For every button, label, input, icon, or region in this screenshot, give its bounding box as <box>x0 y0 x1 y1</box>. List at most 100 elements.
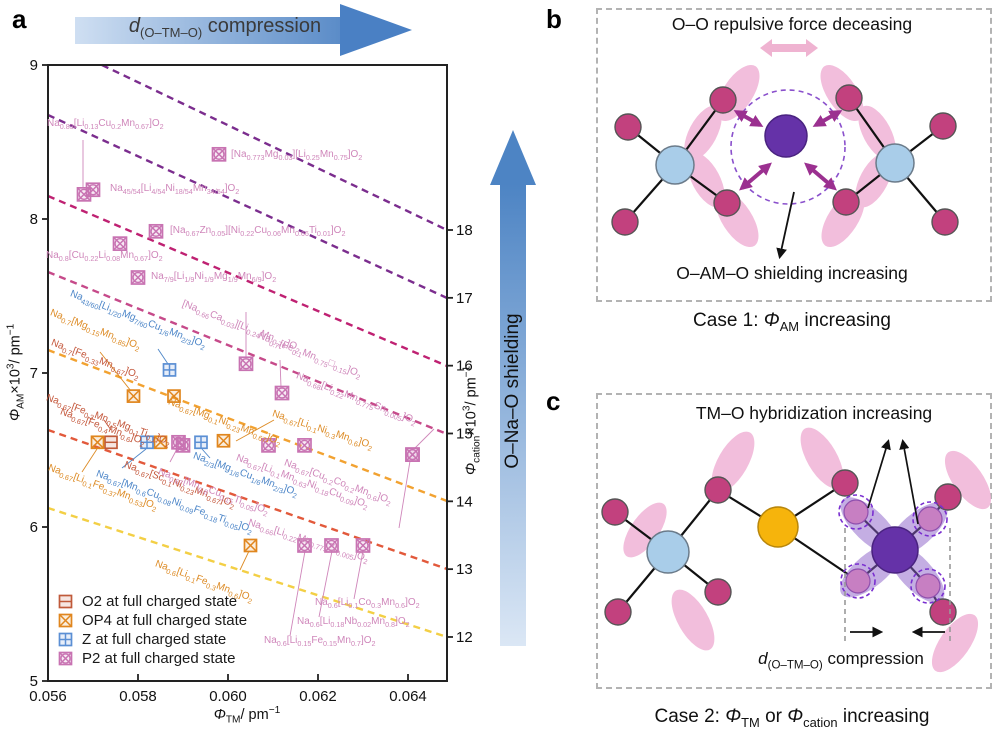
marker-P2 <box>405 447 420 462</box>
hybridized-oxygen-atoms <box>838 494 948 604</box>
panel-b-caption: Case 1: ΦAM increasing <box>693 310 891 334</box>
shielding-dashed-circle <box>730 89 846 205</box>
legend-label: OP4 at full charged state <box>82 612 248 629</box>
marker-P2 <box>324 538 339 553</box>
marker-P2 <box>85 182 101 198</box>
marker-P2 <box>297 538 312 553</box>
tick-label: 0.060 <box>209 688 247 705</box>
marker-P2 <box>76 187 92 202</box>
tick-label: 17 <box>456 290 473 307</box>
panel-c-diagram <box>601 427 992 673</box>
marker-OP4 <box>167 389 181 403</box>
marker-Z <box>194 435 208 450</box>
marker-Z <box>58 632 73 647</box>
legend: O2 at full charged state OP4 at full char… <box>58 592 247 668</box>
leader-line <box>279 359 282 388</box>
leader-line <box>103 419 112 431</box>
compound-label: Na0.66[Li0.22Mn0.775Zr0.005]O2 <box>246 517 369 567</box>
legend-marker-icon <box>58 651 73 666</box>
leader-line <box>157 348 169 365</box>
leader-line <box>235 419 275 442</box>
tick-label: 8 <box>30 211 38 228</box>
leader-line <box>398 460 411 529</box>
am-atom <box>757 506 799 548</box>
panel-b-letter: b <box>546 4 562 34</box>
compound-label: Na0.67[Li0.1Ni0.3Mn0.6]O2 <box>270 408 374 454</box>
tick-label: 15 <box>456 425 473 442</box>
legend-item: Z at full charged state <box>58 630 247 649</box>
tm-atom <box>646 530 690 574</box>
marker-Z <box>140 435 154 450</box>
leader-line <box>289 550 306 637</box>
compression-arrow-icon <box>75 4 412 56</box>
legend-item: OP4 at full charged state <box>58 611 247 630</box>
scatter-plot: 0.056 0.058 0.060 0.062 0.064 9 8 7 6 5 18 17 16 15 14… <box>29 57 473 705</box>
plot-annotations: Na0.83[Li0.13Cu0.2Mn0.67]O2 [Na0.773Mg0.0… <box>45 118 420 648</box>
marker-P2 <box>355 538 371 553</box>
tick-label: 6 <box>30 519 38 536</box>
tm-hybridized-atom <box>871 526 919 574</box>
panel-c-caption: Case 2: ΦTM or Φcation increasing <box>654 706 930 730</box>
legend-item: O2 at full charged state <box>58 592 247 611</box>
tick-label: 16 <box>456 358 473 375</box>
compound-label: Na0.6[Li0.15Fe0.15Mn0.7]O2 <box>264 635 376 648</box>
marker-P2 <box>175 438 191 453</box>
top-arrow-label: d(O–TM–O) compression <box>128 15 322 40</box>
tick-label: 12 <box>456 629 473 646</box>
tick-label: 0.058 <box>119 688 157 705</box>
panel-c-compression-label: d(O–TM–O) compression <box>758 649 924 672</box>
legend-marker-icon <box>58 613 73 628</box>
compound-label: Na0.6[Li0.1Co0.3Mn0.6]O2 <box>315 597 420 610</box>
marker-OP4 <box>126 389 141 403</box>
trend-line <box>47 506 448 639</box>
legend-marker-icon <box>58 632 73 647</box>
am-atom <box>764 114 808 158</box>
marker-P2 <box>261 438 276 453</box>
trend-line <box>47 113 448 300</box>
leader-line <box>121 448 147 469</box>
panel-c-box <box>596 393 992 689</box>
shielding-arrows <box>733 110 843 191</box>
leader-line <box>413 428 435 450</box>
compound-label: Na0.6[Li0.18Nb0.02Mn0.8]O2 <box>297 616 410 629</box>
panel-b-title: O–O repulsive force deceasing <box>671 14 913 34</box>
legend-marker-icon <box>58 594 73 609</box>
tick-label: 9 <box>30 57 38 74</box>
tick-label: 0.064 <box>389 688 427 705</box>
leader-line <box>239 550 250 571</box>
tick-label: 0.056 <box>29 688 67 705</box>
shielding-arrow-icon <box>490 130 536 646</box>
y-axis-left-label: ΦAM×103/ pm−1 <box>5 323 27 422</box>
pointer-arrow <box>776 191 795 260</box>
marker-O2 <box>104 435 118 450</box>
marker-OP4 <box>90 435 105 450</box>
leader-line <box>353 550 364 600</box>
marker-P2 <box>297 438 312 453</box>
oxygen-atoms <box>611 84 959 236</box>
legend-label: Z at full charged state <box>82 631 227 648</box>
compound-label: Na0.83[Li0.13Cu0.2Mn0.67]O2 <box>47 118 164 131</box>
x-axis-label: ΦTM/ pm−1 <box>213 705 281 726</box>
marker-OP4 <box>58 613 73 628</box>
compound-label: Na0.67[Mg0.1Ni0.23Mn0.67]O2 <box>166 396 282 450</box>
panel-b-box <box>596 8 992 302</box>
marker-OP4 <box>153 435 168 450</box>
trend-line <box>47 194 448 368</box>
tick-label: 13 <box>456 561 473 578</box>
compound-label: Na0.8[Cu0.22Li0.08Mn0.67]O2 <box>46 250 163 263</box>
leader-line <box>81 448 98 473</box>
panel-a-letter: a <box>12 4 27 34</box>
tick-label: 14 <box>456 493 473 510</box>
trend-line <box>101 63 448 232</box>
compound-label: [Na0.773Mg0.03][Li0.25Mn0.75]O2 <box>231 149 363 162</box>
tick-label: 5 <box>30 673 38 690</box>
marker-P2 <box>238 356 254 372</box>
tick-label: 7 <box>30 365 38 382</box>
title-pointer-arrows <box>867 438 919 525</box>
tm-atoms <box>655 143 915 185</box>
panel-b-diagram <box>611 39 959 260</box>
compound-label: [Na0.67Zn0.05][Ni0.22Cu0.06Mn0.66Ti0.01]… <box>170 225 346 238</box>
tick-label: 0.062 <box>299 688 337 705</box>
compression-bracket <box>844 528 951 642</box>
